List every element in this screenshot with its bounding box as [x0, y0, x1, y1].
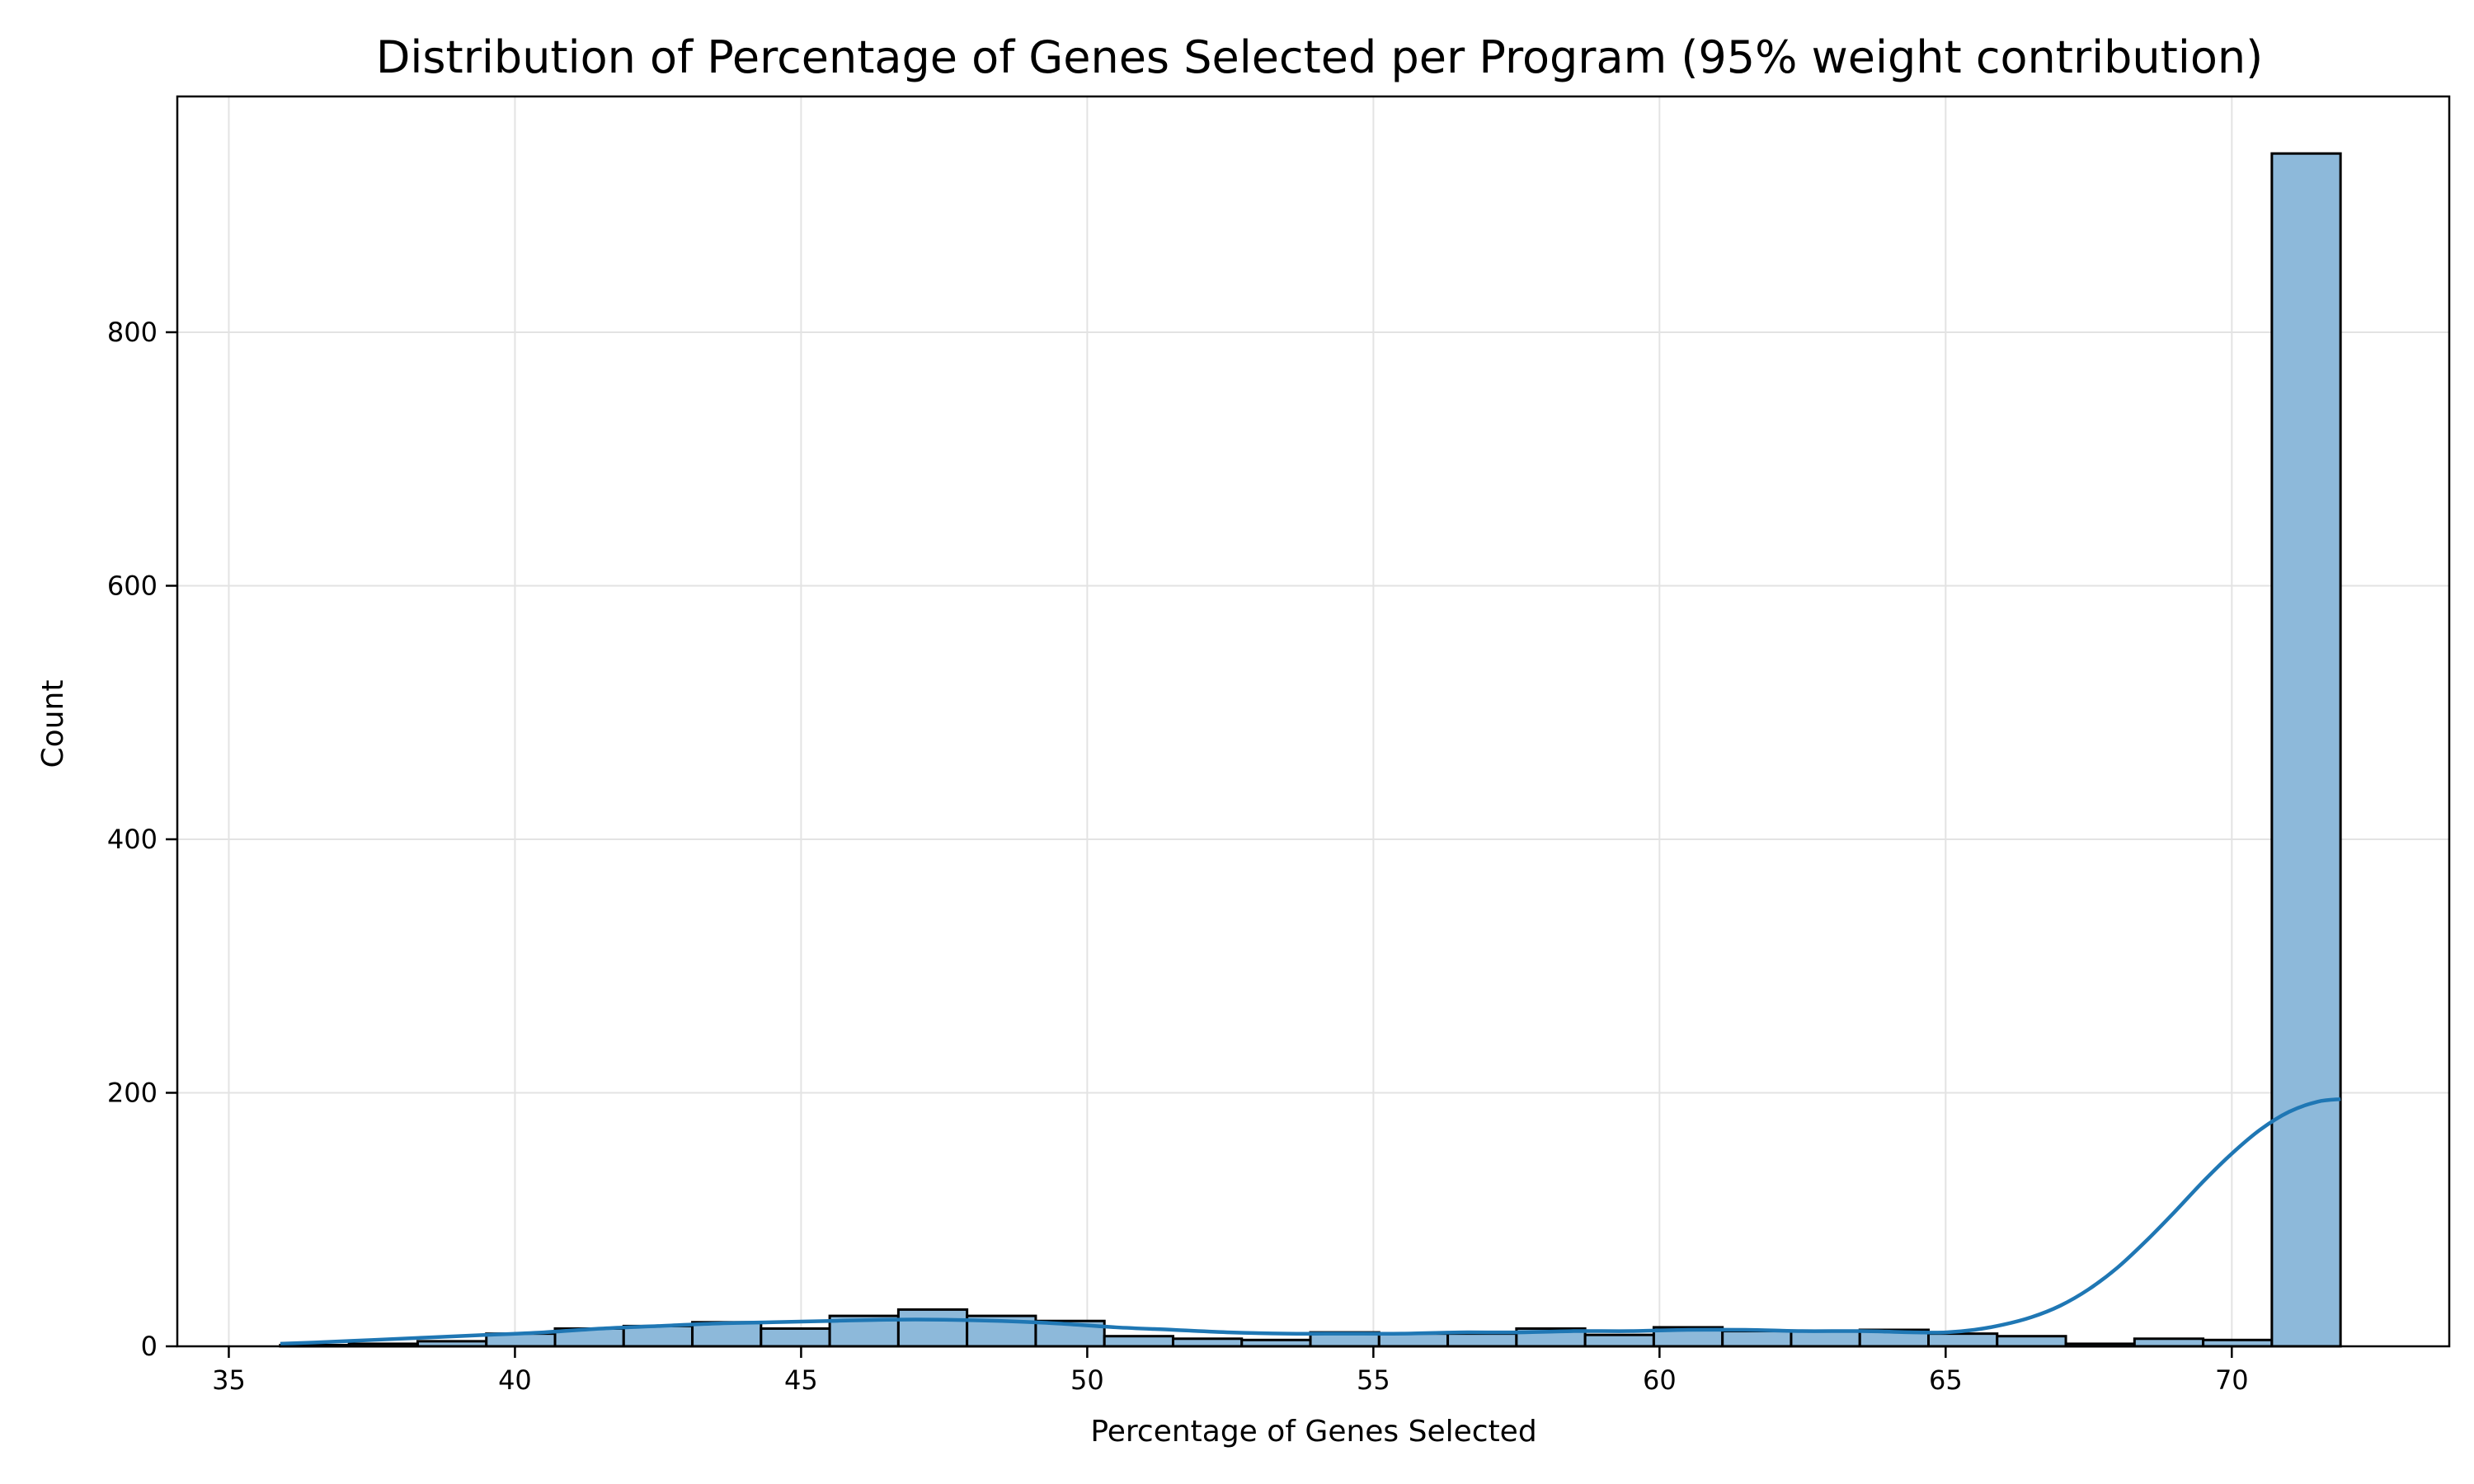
histogram-bar	[1446, 1332, 1518, 1348]
histogram-bar	[1790, 1330, 1861, 1348]
histogram-bar	[691, 1321, 763, 1348]
x-tick-label: 45	[784, 1364, 818, 1396]
histogram-bar	[622, 1324, 694, 1348]
kde-curve	[280, 1097, 2341, 1346]
x-tick-label: 55	[1357, 1364, 1390, 1396]
x-tick-label: 40	[498, 1364, 532, 1396]
y-tick-label: 800	[107, 317, 158, 348]
histogram-bar	[1721, 1330, 1793, 1348]
histogram-bar	[896, 1308, 969, 1348]
x-tick-label: 65	[1929, 1364, 1963, 1396]
histogram-bar	[1927, 1332, 1999, 1348]
x-tick-label: 50	[1070, 1364, 1104, 1396]
y-axis-label: Count	[36, 680, 70, 768]
y-tick-label: 400	[107, 824, 158, 855]
y-axis-ticks: 0 200 400 600 800	[107, 317, 177, 1362]
histogram-bar	[1171, 1337, 1244, 1348]
histogram-bar	[1996, 1335, 2067, 1348]
y-tick-label: 0	[141, 1331, 158, 1362]
histogram-bar	[2270, 152, 2342, 1348]
histogram-bar	[760, 1327, 831, 1348]
x-axis-label: Percentage of Genes Selected	[1090, 1415, 1536, 1449]
y-tick-label: 600	[107, 570, 158, 601]
histogram-bar	[2133, 1337, 2205, 1348]
x-tick-label: 35	[212, 1364, 246, 1396]
histogram-bar	[1103, 1335, 1174, 1348]
x-tick-label: 70	[2215, 1364, 2249, 1396]
plot-frame	[176, 95, 2451, 1348]
histogram-bar	[1583, 1333, 1655, 1348]
y-tick-label: 200	[107, 1077, 158, 1108]
chart-title: Distribution of Percentage of Genes Sele…	[376, 31, 2263, 83]
x-tick-label: 60	[1643, 1364, 1677, 1396]
x-axis-ticks: 35 40 45 50 55 60 65 70	[212, 1346, 2249, 1396]
